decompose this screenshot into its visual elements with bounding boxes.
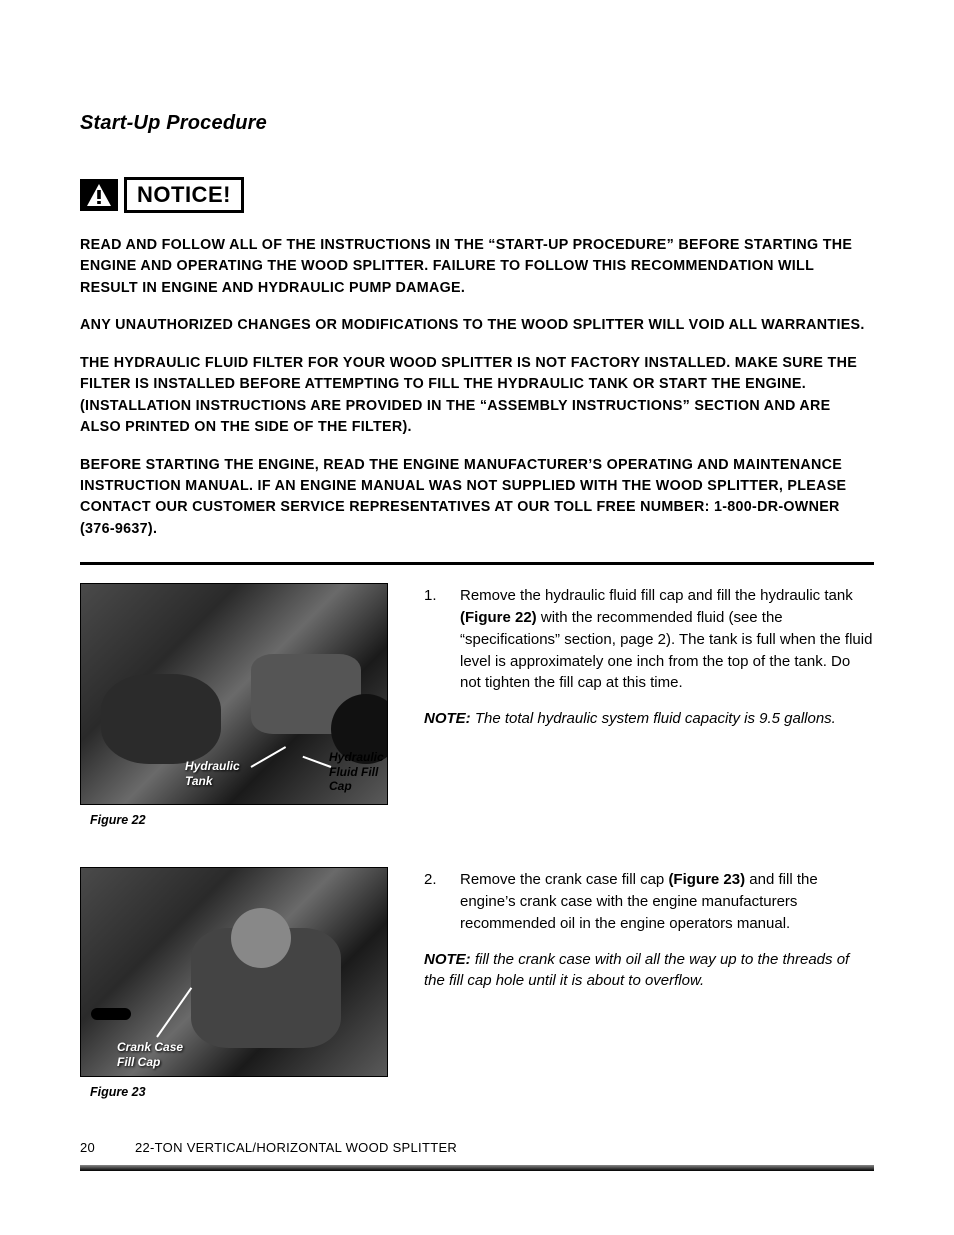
notice-paragraph: ANY UNAUTHORIZED CHANGES OR MODIFICATION…: [80, 315, 874, 336]
notice-block: NOTICE! READ AND FOLLOW ALL OF THE INSTR…: [80, 177, 874, 565]
figure-label-hydraulic-fill-cap: HydraulicFluid FillCap: [329, 750, 384, 793]
step-note: NOTE: The total hydraulic system fluid c…: [424, 708, 874, 730]
step-text: 1. Remove the hydraulic fluid fill cap a…: [424, 583, 874, 730]
doc-title: 22-TON VERTICAL/HORIZONTAL WOOD SPLITTER: [135, 1140, 457, 1155]
step-number: 2.: [424, 869, 460, 934]
notice-text: READ AND FOLLOW ALL OF THE INSTRUCTIONS …: [80, 235, 874, 540]
step-note: NOTE: fill the crank case with oil all t…: [424, 949, 874, 993]
page-footer: 20 22-TON VERTICAL/HORIZONTAL WOOD SPLIT…: [80, 1140, 457, 1155]
figure-label-crank-case-fill-cap: Crank CaseFill Cap: [117, 1040, 183, 1069]
step-row: HydraulicTank HydraulicFluid FillCap Fig…: [80, 583, 874, 827]
notice-paragraph: THE HYDRAULIC FLUID FILTER FOR YOUR WOOD…: [80, 353, 874, 439]
step-row: Crank CaseFill Cap Figure 23 2. Remove t…: [80, 867, 874, 1099]
notice-paragraph: BEFORE STARTING THE ENGINE, READ THE ENG…: [80, 455, 874, 541]
step-body: Remove the crank case fill cap (Figure 2…: [460, 869, 874, 934]
figure-column: Crank CaseFill Cap Figure 23: [80, 867, 400, 1099]
figure-23-caption: Figure 23: [90, 1085, 400, 1099]
notice-label: NOTICE!: [124, 177, 244, 213]
footer-rule: [80, 1165, 874, 1171]
page-number: 20: [80, 1140, 95, 1155]
section-title: Start-Up Procedure: [80, 112, 874, 135]
step-number: 1.: [424, 585, 460, 694]
figure-column: HydraulicTank HydraulicFluid FillCap Fig…: [80, 583, 400, 827]
figure-22-image: HydraulicTank HydraulicFluid FillCap: [80, 583, 388, 805]
notice-paragraph: READ AND FOLLOW ALL OF THE INSTRUCTIONS …: [80, 235, 874, 299]
warning-icon: [80, 179, 118, 211]
notice-bar: NOTICE!: [80, 177, 874, 213]
step-text: 2. Remove the crank case fill cap (Figur…: [424, 867, 874, 992]
figure-23-image: Crank CaseFill Cap: [80, 867, 388, 1077]
figure-22-caption: Figure 22: [90, 813, 400, 827]
step-body: Remove the hydraulic fluid fill cap and …: [460, 585, 874, 694]
figure-label-hydraulic-tank: HydraulicTank: [185, 759, 240, 788]
